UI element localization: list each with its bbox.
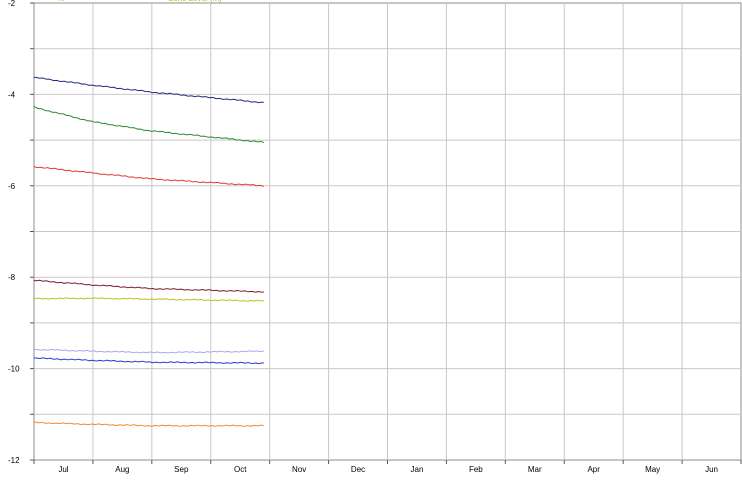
x-tick-label: May <box>645 465 660 474</box>
series-line-8 <box>33 421 264 427</box>
x-axis: Jul Aug Sep Oct Nov Dec Jan Feb Mar Apr May Jun <box>33 460 742 474</box>
x-tick-label: Feb <box>469 465 483 474</box>
data-series <box>33 76 264 427</box>
x-tick-label: Sep <box>174 465 189 474</box>
y-tick-label: -6 <box>8 182 16 191</box>
x-tick-label: Jun <box>705 465 718 474</box>
x-tick-label: Apr <box>587 465 600 474</box>
series-line-5 <box>33 297 264 302</box>
grid-lines <box>33 2 742 461</box>
series-line-4 <box>33 279 264 293</box>
y-tick-label: -2 <box>8 0 16 8</box>
y-tick-label: -8 <box>8 273 16 282</box>
legend-entry: ... <box>58 0 65 3</box>
series-line-2 <box>33 106 264 143</box>
x-tick-label: Mar <box>528 465 542 474</box>
legend-entry: Sens Level (m) <box>168 0 222 3</box>
y-tick-label: -10 <box>8 365 20 374</box>
x-tick-label: Jul <box>58 465 68 474</box>
y-tick-label: -4 <box>8 90 16 99</box>
series-line-7 <box>33 357 264 365</box>
series-line-6 <box>33 348 264 354</box>
y-axis: -12 -10 -8 -6 -4 -2 <box>8 0 34 465</box>
x-tick-label: Nov <box>292 465 306 474</box>
x-tick-label: Oct <box>234 465 247 474</box>
series-line-1 <box>33 76 264 104</box>
x-tick-label: Dec <box>351 465 365 474</box>
x-tick-label: Jan <box>411 465 424 474</box>
x-tick-label: Aug <box>115 465 129 474</box>
y-tick-label: -12 <box>8 456 20 465</box>
legend-partial: ... Sens Level (m) <box>58 0 222 3</box>
series-line-3 <box>33 166 264 187</box>
